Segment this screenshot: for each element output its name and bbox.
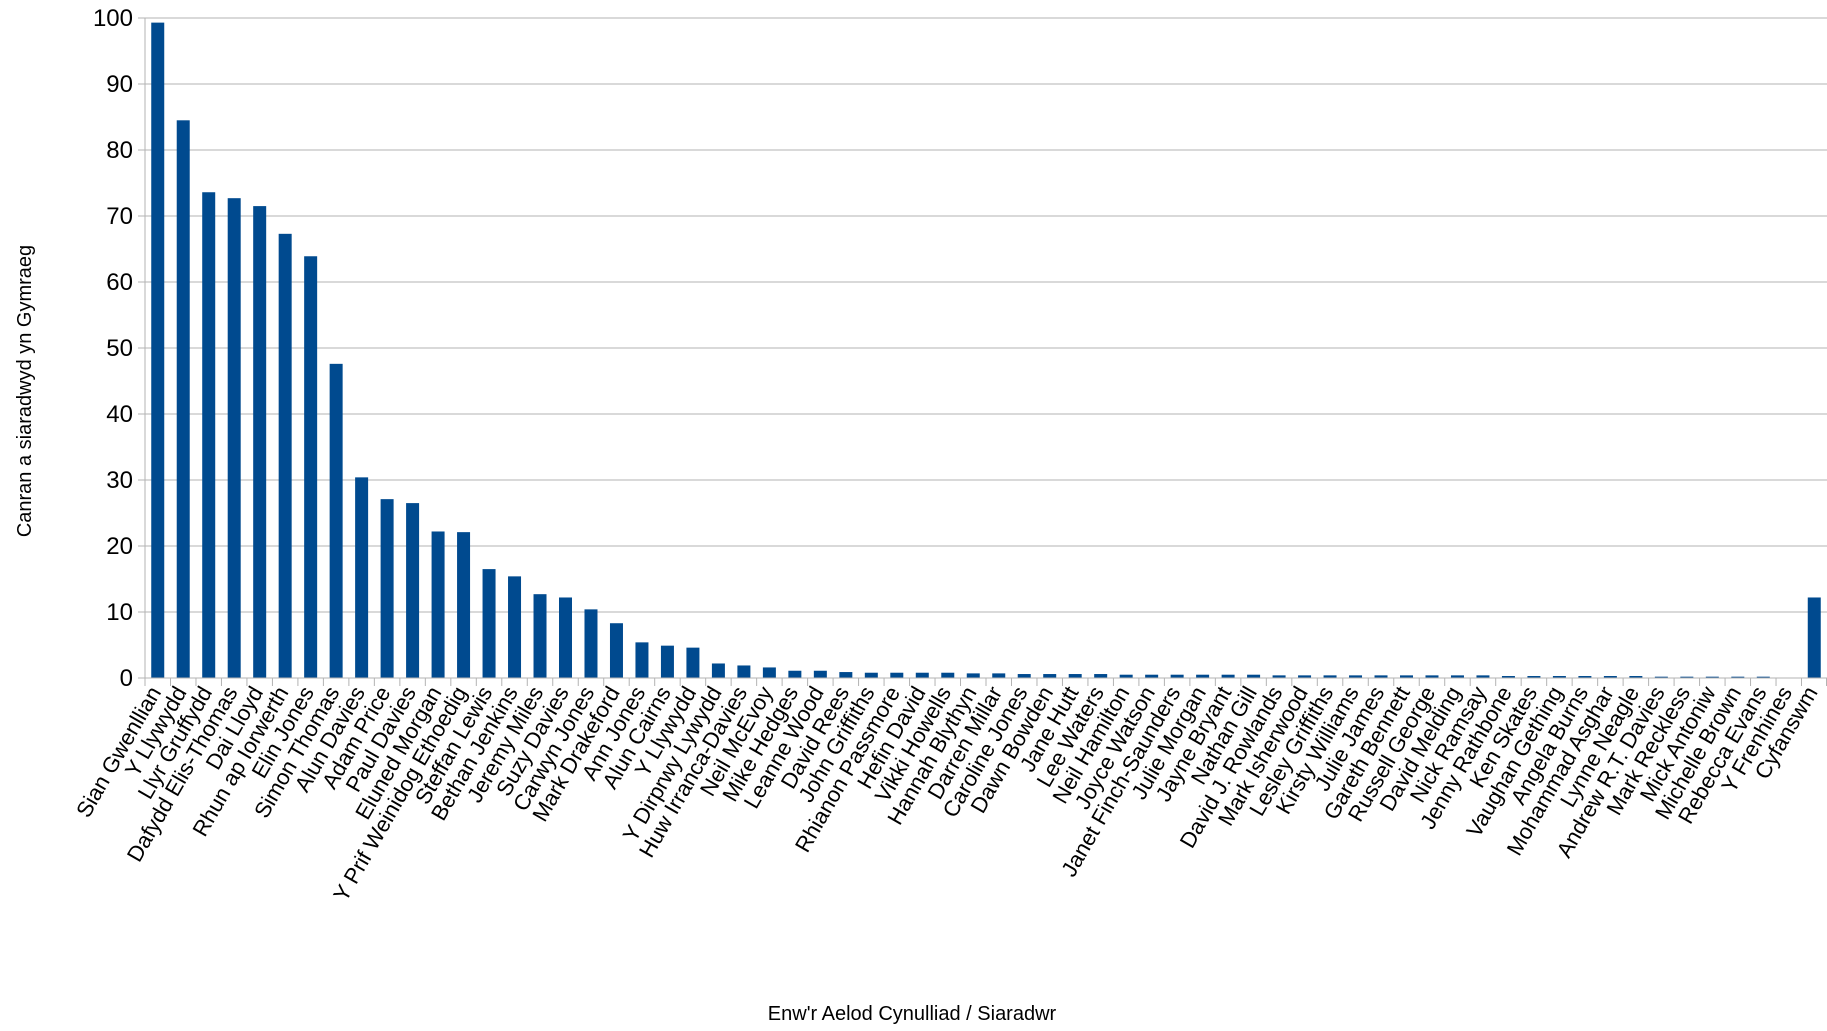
bar [1807, 597, 1821, 678]
bar [1017, 674, 1031, 678]
y-tick-label: 40 [106, 401, 133, 428]
y-tick-label: 30 [106, 467, 133, 494]
y-tick-label: 60 [106, 269, 133, 296]
y-axis-label: Canran a siaradwyd yn Gymraeg [14, 245, 36, 537]
bar [355, 477, 369, 678]
bar [686, 647, 700, 678]
bar [482, 569, 496, 678]
bar [1425, 675, 1439, 678]
bar [1450, 675, 1464, 678]
bar [609, 623, 623, 678]
y-tick-label: 0 [120, 665, 133, 692]
bar [329, 363, 343, 678]
y-tick-label: 20 [106, 533, 133, 560]
gridlines [145, 17, 1827, 679]
bar [788, 670, 802, 678]
bar [1272, 675, 1286, 678]
bar [1527, 676, 1541, 678]
bar [380, 499, 394, 678]
bar [1629, 676, 1643, 678]
bar [941, 672, 955, 678]
bar [1705, 676, 1719, 678]
bar [890, 672, 904, 678]
bar [1756, 676, 1770, 678]
bar [864, 672, 878, 678]
bar [508, 576, 522, 678]
bar [1501, 676, 1515, 678]
bar [1578, 676, 1592, 678]
bar [431, 531, 445, 678]
bar [1298, 675, 1312, 678]
bar [457, 532, 471, 678]
bar [660, 645, 674, 678]
bar [1043, 674, 1057, 678]
bars [151, 22, 1821, 679]
bar [176, 120, 190, 679]
bar [762, 667, 776, 678]
bar [1603, 676, 1617, 678]
bar [1170, 674, 1184, 678]
y-tick-labels: 0 10 20 30 40 50 60 70 80 90 100 [93, 5, 133, 692]
bar [966, 673, 980, 678]
bar [1552, 676, 1566, 678]
bar [304, 256, 318, 678]
bar [1145, 674, 1159, 678]
bar [1680, 676, 1694, 678]
bar [253, 206, 267, 678]
y-tick-label: 70 [106, 203, 133, 230]
bar [584, 609, 598, 678]
bar [1247, 674, 1261, 678]
bar [992, 673, 1006, 678]
y-tick-label: 10 [106, 599, 133, 626]
bar [533, 594, 547, 678]
bar [1374, 675, 1388, 678]
bar [278, 233, 292, 678]
bar [1221, 674, 1235, 678]
y-tick-label: 50 [106, 335, 133, 362]
bar [813, 670, 827, 678]
bar [1349, 675, 1363, 678]
bar [711, 663, 725, 678]
bar [1654, 676, 1668, 678]
bar [1068, 674, 1082, 678]
x-axis-label: Enw'r Aelod Cynulliad / Siaradwr [768, 1003, 1057, 1025]
bar [227, 198, 241, 678]
bar [151, 22, 165, 679]
bar [915, 672, 929, 678]
bar [406, 503, 420, 678]
bar [635, 642, 649, 678]
bar [1476, 675, 1490, 678]
bar [559, 597, 572, 678]
bar [1323, 675, 1337, 678]
y-tick-label: 80 [106, 137, 133, 164]
bar [839, 672, 853, 678]
y-tick-label: 90 [106, 71, 133, 98]
bar [1196, 674, 1210, 678]
bar [1731, 676, 1745, 678]
bar [1094, 674, 1108, 678]
bar [202, 192, 216, 679]
bar [1400, 675, 1413, 678]
y-tick-label: 100 [93, 5, 133, 32]
bar [737, 665, 751, 678]
bar [1119, 674, 1133, 678]
axes [138, 17, 1827, 686]
